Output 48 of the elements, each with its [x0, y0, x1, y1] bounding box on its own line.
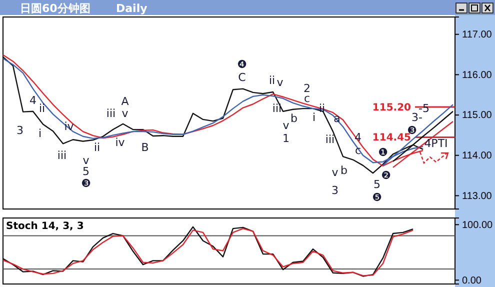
annotation: v: [332, 166, 339, 179]
annotation: c: [304, 92, 310, 105]
y-tick-label: 0.00: [462, 275, 482, 286]
annotation: i: [38, 127, 42, 140]
annotation: iii: [272, 102, 282, 115]
annotation: C: [238, 71, 246, 84]
annotation: 3: [16, 124, 24, 137]
annotation: 2: [304, 82, 310, 95]
annotation: b: [290, 112, 298, 125]
annotation: B: [141, 141, 149, 154]
y-tick-label: 117.00: [462, 30, 492, 41]
annotation: v: [282, 119, 290, 132]
annotation: v: [82, 154, 90, 167]
annotation: A: [121, 95, 130, 108]
chart-title: 日圆60分钟图: [20, 2, 90, 15]
annotation: 4PTI: [424, 137, 448, 150]
annotation: 1: [282, 132, 290, 145]
annotation: b: [340, 164, 348, 177]
chart-subtitle: Daily: [116, 2, 148, 15]
annotation: ❷: [381, 169, 392, 182]
annotation: ii: [318, 102, 326, 115]
y-tick-label: 115.00: [462, 110, 492, 122]
annotation: 5: [82, 165, 90, 178]
annotation: i: [312, 111, 316, 124]
annotation: 3: [332, 184, 338, 197]
annotation: v: [276, 76, 284, 89]
y-tick-label: 116.00: [462, 70, 492, 81]
annotation: ii: [94, 141, 100, 154]
y-tick-label: 114.00: [462, 150, 492, 162]
annotation: ❸: [81, 177, 92, 190]
annotation: v: [122, 107, 129, 120]
annotation: ❺: [372, 191, 382, 204]
annotation: ii: [38, 102, 46, 115]
annotation: iii: [106, 107, 116, 120]
annotation: 3-: [412, 111, 423, 124]
y-tick-label: 113.00: [462, 190, 492, 202]
annotation: ii: [268, 74, 276, 87]
annotation: ❹: [237, 58, 248, 71]
annotation: 5: [374, 178, 380, 191]
y-tick-label: 100.00: [462, 220, 494, 231]
ref-line-label: 115.20: [372, 102, 412, 114]
ref-line-label: 114.45: [372, 132, 412, 144]
annotation: iii: [325, 133, 335, 146]
annotation: iv: [115, 136, 126, 149]
annotation: 4: [30, 94, 36, 107]
annotation: iii: [57, 149, 67, 162]
annotation: ❶: [378, 146, 388, 159]
chart-title: Stoch 14, 3, 3: [6, 221, 84, 232]
